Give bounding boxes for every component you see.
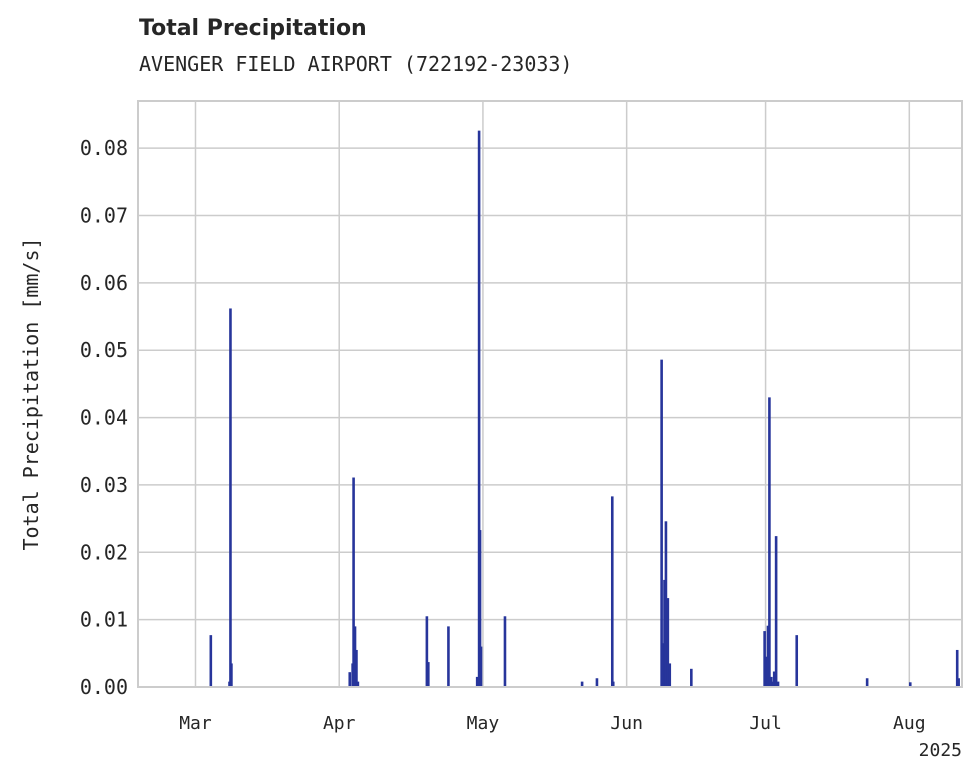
precip-bar <box>957 678 960 687</box>
precip-bar <box>352 477 355 687</box>
precip-bar <box>209 635 213 687</box>
precip-bar <box>776 681 780 687</box>
x-tick-label-jun: Jun <box>610 713 643 734</box>
y-tick-label: 0.08 <box>80 136 128 160</box>
x-tick-labels: Mar Apr May Jun Jul Aug <box>179 713 925 734</box>
precip-bar <box>908 682 912 687</box>
precip-bar <box>230 663 233 687</box>
precip-bar <box>447 626 450 687</box>
precip-bar <box>795 635 799 687</box>
precip-bar <box>478 530 482 687</box>
y-tick-label: 0.02 <box>80 540 128 564</box>
precip-bar <box>771 681 775 687</box>
precip-bar <box>353 626 357 687</box>
precip-bar <box>425 616 429 687</box>
x-tick-label-aug: Aug <box>893 713 926 734</box>
x-tick-label-may: May <box>467 713 500 734</box>
precip-bar <box>768 397 771 687</box>
x-tick-label-jul: Jul <box>749 713 782 734</box>
y-tick-label: 0.01 <box>80 608 128 632</box>
y-tick-labels: 0.00 0.01 0.02 0.03 0.04 0.05 0.06 0.07 0.08 <box>80 136 128 699</box>
precip-bar <box>427 662 430 687</box>
chart-title: Total Precipitation <box>139 16 367 41</box>
precip-bar <box>610 496 614 687</box>
precip-bar <box>690 668 693 687</box>
precip-bar <box>663 579 666 687</box>
precip-bar <box>503 616 507 687</box>
precip-bar <box>355 649 358 687</box>
chart-subtitle: AVENGER FIELD AIRPORT (722192-23033) <box>139 52 573 76</box>
y-tick-label: 0.00 <box>80 675 128 699</box>
plot-frame <box>137 100 963 688</box>
precip-bar <box>772 671 776 687</box>
y-tick-label: 0.04 <box>80 406 128 430</box>
precip-bar <box>955 649 959 687</box>
precip-bar <box>765 656 768 687</box>
precip-bar <box>595 678 599 687</box>
x-tick-label-apr: Apr <box>323 713 356 734</box>
precip-bar <box>477 130 481 687</box>
precip-bar <box>774 536 778 687</box>
precip-bar <box>766 625 770 687</box>
precip-bar <box>865 678 869 687</box>
precip-bar <box>770 676 773 687</box>
y-tick-label: 0.03 <box>80 473 128 497</box>
precip-bar <box>348 672 352 687</box>
x-tick-label-mar: Mar <box>179 713 212 734</box>
precip-bar <box>661 643 664 687</box>
precip-bar <box>660 359 663 687</box>
y-tick-label: 0.05 <box>80 338 128 362</box>
precip-bar <box>664 521 668 687</box>
y-tick-label: 0.06 <box>80 271 128 295</box>
precip-bar <box>229 308 232 687</box>
precip-bar <box>668 663 672 687</box>
precip-bar <box>666 598 670 687</box>
precip-bar <box>580 681 584 687</box>
grid-lines <box>138 101 962 688</box>
precip-bar <box>356 681 360 687</box>
precip-bar <box>475 676 479 687</box>
bar-series <box>209 130 960 687</box>
y-tick-label: 0.07 <box>80 204 128 228</box>
precip-bar <box>611 681 615 687</box>
year-label: 2025 <box>919 740 962 761</box>
precip-bar <box>763 631 766 687</box>
y-axis-label: Total Precipitation [mm/s] <box>19 237 43 550</box>
precip-bar <box>479 646 483 687</box>
